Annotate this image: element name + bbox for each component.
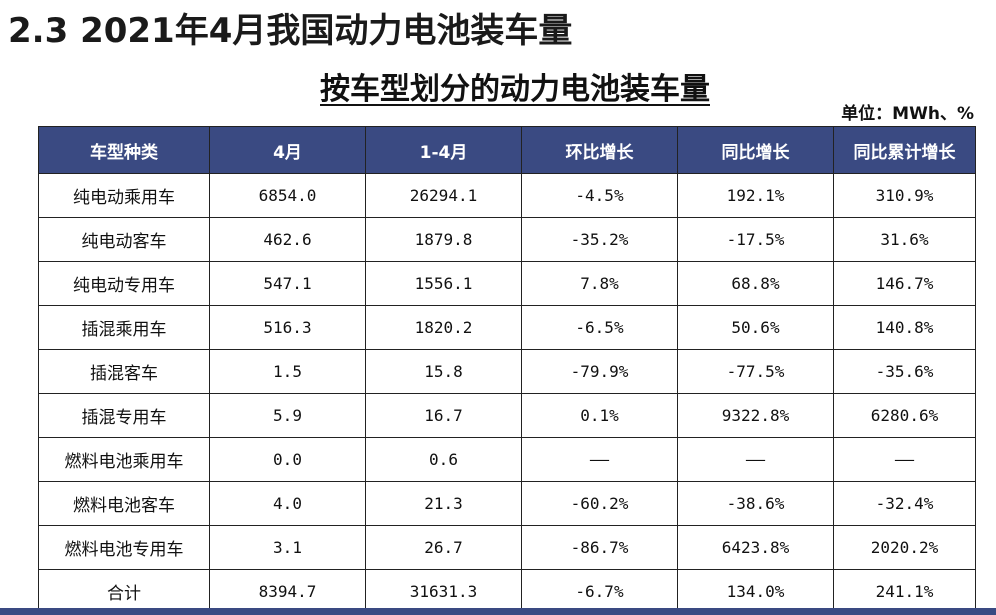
table-header: 车型种类 4月 1-4月 环比增长 同比增长 同比累计增长 bbox=[38, 126, 976, 174]
cell-april: 1.5 bbox=[209, 349, 366, 394]
cell-jan-apr: 16.7 bbox=[365, 393, 522, 438]
cell-april: 462.6 bbox=[209, 217, 366, 262]
cell-april: 8394.7 bbox=[209, 569, 366, 614]
table-row: 插混客车 1.5 15.8 -79.9% -77.5% -35.6% bbox=[38, 349, 976, 394]
cell-mom-growth: -6.5% bbox=[521, 305, 678, 350]
cell-vehicle-type: 纯电动客车 bbox=[38, 217, 210, 262]
cell-mom-growth: -86.7% bbox=[521, 525, 678, 570]
cell-yoy-cumulative-growth: 310.9% bbox=[833, 173, 976, 218]
cell-yoy-growth: 68.8% bbox=[677, 261, 834, 306]
table-title-text: 按车型划分的动力电池装车量 bbox=[320, 72, 710, 107]
cell-jan-apr: 1556.1 bbox=[365, 261, 522, 306]
cell-mom-growth: -79.9% bbox=[521, 349, 678, 394]
cell-yoy-cumulative-growth: —— bbox=[833, 437, 976, 482]
cell-mom-growth: 7.8% bbox=[521, 261, 678, 306]
cell-yoy-growth: 134.0% bbox=[677, 569, 834, 614]
table-row: 燃料电池乘用车 0.0 0.6 —— —— —— bbox=[38, 437, 976, 482]
bottom-accent-bar bbox=[0, 608, 996, 615]
col-header-vehicle-type: 车型种类 bbox=[38, 126, 210, 174]
cell-jan-apr: 26294.1 bbox=[365, 173, 522, 218]
cell-vehicle-type: 燃料电池乘用车 bbox=[38, 437, 210, 482]
cell-yoy-cumulative-growth: 146.7% bbox=[833, 261, 976, 306]
battery-installation-table: 车型种类 4月 1-4月 环比增长 同比增长 同比累计增长 纯电动乘用车 685… bbox=[38, 126, 976, 614]
cell-mom-growth: -6.7% bbox=[521, 569, 678, 614]
table-row: 纯电动客车 462.6 1879.8 -35.2% -17.5% 31.6% bbox=[38, 217, 976, 262]
cell-yoy-cumulative-growth: 31.6% bbox=[833, 217, 976, 262]
cell-jan-apr: 26.7 bbox=[365, 525, 522, 570]
table-row: 燃料电池客车 4.0 21.3 -60.2% -38.6% -32.4% bbox=[38, 481, 976, 526]
section-title: 2.3 2021年4月我国动力电池装车量 bbox=[8, 11, 573, 51]
cell-vehicle-type: 插混乘用车 bbox=[38, 305, 210, 350]
table-row: 插混专用车 5.9 16.7 0.1% 9322.8% 6280.6% bbox=[38, 393, 976, 438]
cell-jan-apr: 21.3 bbox=[365, 481, 522, 526]
cell-mom-growth: -60.2% bbox=[521, 481, 678, 526]
cell-jan-apr: 31631.3 bbox=[365, 569, 522, 614]
cell-yoy-cumulative-growth: -32.4% bbox=[833, 481, 976, 526]
cell-mom-growth: -4.5% bbox=[521, 173, 678, 218]
cell-yoy-growth: 9322.8% bbox=[677, 393, 834, 438]
table-row: 纯电动乘用车 6854.0 26294.1 -4.5% 192.1% 310.9… bbox=[38, 173, 976, 218]
cell-yoy-growth: -38.6% bbox=[677, 481, 834, 526]
cell-mom-growth: 0.1% bbox=[521, 393, 678, 438]
table-row: 燃料电池专用车 3.1 26.7 -86.7% 6423.8% 2020.2% bbox=[38, 525, 976, 570]
cell-yoy-growth: 50.6% bbox=[677, 305, 834, 350]
table-row-total: 合计 8394.7 31631.3 -6.7% 134.0% 241.1% bbox=[38, 569, 976, 614]
col-header-jan-apr: 1-4月 bbox=[365, 126, 522, 174]
cell-jan-apr: 15.8 bbox=[365, 349, 522, 394]
cell-april: 4.0 bbox=[209, 481, 366, 526]
cell-april: 3.1 bbox=[209, 525, 366, 570]
cell-april: 6854.0 bbox=[209, 173, 366, 218]
cell-yoy-cumulative-growth: 140.8% bbox=[833, 305, 976, 350]
cell-jan-apr: 1879.8 bbox=[365, 217, 522, 262]
cell-yoy-cumulative-growth: 2020.2% bbox=[833, 525, 976, 570]
cell-jan-apr: 1820.2 bbox=[365, 305, 522, 350]
cell-april: 516.3 bbox=[209, 305, 366, 350]
cell-yoy-cumulative-growth: 6280.6% bbox=[833, 393, 976, 438]
table-row: 纯电动专用车 547.1 1556.1 7.8% 68.8% 146.7% bbox=[38, 261, 976, 306]
cell-yoy-growth: —— bbox=[677, 437, 834, 482]
col-header-yoy-growth: 同比增长 bbox=[677, 126, 834, 174]
table-title: 按车型划分的动力电池装车量 bbox=[0, 68, 996, 112]
cell-yoy-growth: -17.5% bbox=[677, 217, 834, 262]
header-row: 车型种类 4月 1-4月 环比增长 同比增长 同比累计增长 bbox=[38, 126, 976, 174]
col-header-mom-growth: 环比增长 bbox=[521, 126, 678, 174]
col-header-yoy-cumulative-growth: 同比累计增长 bbox=[833, 126, 976, 174]
table-body: 纯电动乘用车 6854.0 26294.1 -4.5% 192.1% 310.9… bbox=[38, 173, 976, 614]
table-row: 插混乘用车 516.3 1820.2 -6.5% 50.6% 140.8% bbox=[38, 305, 976, 350]
cell-april: 547.1 bbox=[209, 261, 366, 306]
cell-vehicle-type: 合计 bbox=[38, 569, 210, 614]
cell-april: 5.9 bbox=[209, 393, 366, 438]
cell-yoy-cumulative-growth: 241.1% bbox=[833, 569, 976, 614]
cell-vehicle-type: 燃料电池专用车 bbox=[38, 525, 210, 570]
cell-yoy-growth: -77.5% bbox=[677, 349, 834, 394]
cell-mom-growth: -35.2% bbox=[521, 217, 678, 262]
cell-vehicle-type: 纯电动乘用车 bbox=[38, 173, 210, 218]
cell-jan-apr: 0.6 bbox=[365, 437, 522, 482]
cell-vehicle-type: 插混专用车 bbox=[38, 393, 210, 438]
cell-april: 0.0 bbox=[209, 437, 366, 482]
cell-vehicle-type: 插混客车 bbox=[38, 349, 210, 394]
cell-mom-growth: —— bbox=[521, 437, 678, 482]
cell-yoy-growth: 192.1% bbox=[677, 173, 834, 218]
unit-label: 单位：MWh、% bbox=[841, 104, 974, 124]
cell-yoy-cumulative-growth: -35.6% bbox=[833, 349, 976, 394]
cell-vehicle-type: 燃料电池客车 bbox=[38, 481, 210, 526]
cell-vehicle-type: 纯电动专用车 bbox=[38, 261, 210, 306]
col-header-april: 4月 bbox=[209, 126, 366, 174]
cell-yoy-growth: 6423.8% bbox=[677, 525, 834, 570]
